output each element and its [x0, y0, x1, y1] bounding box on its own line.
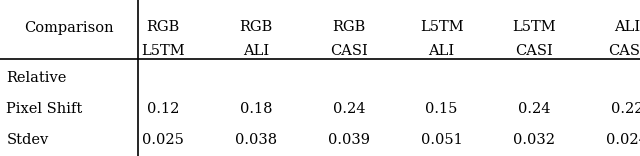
Text: RGB: RGB [332, 20, 365, 34]
Text: 0.051: 0.051 [420, 133, 463, 147]
Text: 0.12: 0.12 [147, 102, 179, 116]
Text: 0.039: 0.039 [328, 133, 370, 147]
Text: Stdev: Stdev [6, 133, 49, 147]
Text: CASI: CASI [330, 44, 367, 58]
Text: Pixel Shift: Pixel Shift [6, 102, 83, 116]
Text: ALI: ALI [614, 20, 640, 34]
Text: 0.032: 0.032 [513, 133, 556, 147]
Text: 0.24: 0.24 [333, 102, 365, 116]
Text: Relative: Relative [6, 71, 67, 85]
Text: CASI: CASI [609, 44, 640, 58]
Text: 0.024: 0.024 [606, 133, 640, 147]
Text: Comparison: Comparison [24, 21, 114, 35]
Text: 0.22: 0.22 [611, 102, 640, 116]
Text: 0.18: 0.18 [240, 102, 272, 116]
Text: ALI: ALI [429, 44, 454, 58]
Text: L5TM: L5TM [513, 20, 556, 34]
Text: 0.24: 0.24 [518, 102, 550, 116]
Text: 0.15: 0.15 [426, 102, 458, 116]
Text: L5TM: L5TM [141, 44, 185, 58]
Text: CASI: CASI [516, 44, 553, 58]
Text: 0.025: 0.025 [142, 133, 184, 147]
Text: 0.038: 0.038 [235, 133, 277, 147]
Text: L5TM: L5TM [420, 20, 463, 34]
Text: ALI: ALI [243, 44, 269, 58]
Text: RGB: RGB [239, 20, 273, 34]
Text: RGB: RGB [147, 20, 180, 34]
